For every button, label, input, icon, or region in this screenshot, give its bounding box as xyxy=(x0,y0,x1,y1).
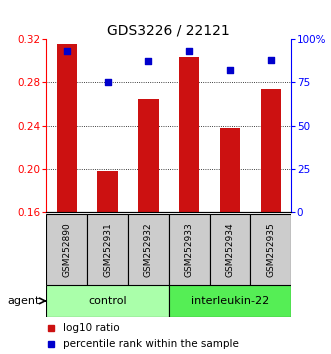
Bar xyxy=(97,171,118,212)
Text: interleukin-22: interleukin-22 xyxy=(191,296,269,306)
Bar xyxy=(138,98,159,212)
Bar xyxy=(251,214,291,285)
Bar xyxy=(169,285,291,317)
Text: GSM252935: GSM252935 xyxy=(266,222,275,277)
Bar xyxy=(128,214,169,285)
Point xyxy=(187,48,192,54)
Title: GDS3226 / 22121: GDS3226 / 22121 xyxy=(108,24,230,38)
Bar xyxy=(87,214,128,285)
Point xyxy=(105,79,110,85)
Text: GSM252933: GSM252933 xyxy=(185,222,194,277)
Bar xyxy=(210,214,251,285)
Bar xyxy=(261,89,281,212)
Text: agent: agent xyxy=(7,296,40,306)
Text: control: control xyxy=(88,296,127,306)
Text: GSM252934: GSM252934 xyxy=(225,222,235,277)
Bar xyxy=(179,57,199,212)
Text: percentile rank within the sample: percentile rank within the sample xyxy=(64,339,239,349)
Text: GSM252890: GSM252890 xyxy=(62,222,71,277)
Text: GSM252932: GSM252932 xyxy=(144,222,153,277)
Text: log10 ratio: log10 ratio xyxy=(64,323,120,333)
Point xyxy=(227,67,233,73)
Point xyxy=(146,59,151,64)
Bar xyxy=(46,285,169,317)
Point xyxy=(64,48,70,54)
Text: GSM252931: GSM252931 xyxy=(103,222,112,277)
Bar xyxy=(169,214,210,285)
Point xyxy=(268,57,273,63)
Bar xyxy=(57,44,77,212)
Bar xyxy=(220,128,240,212)
Bar xyxy=(46,214,87,285)
